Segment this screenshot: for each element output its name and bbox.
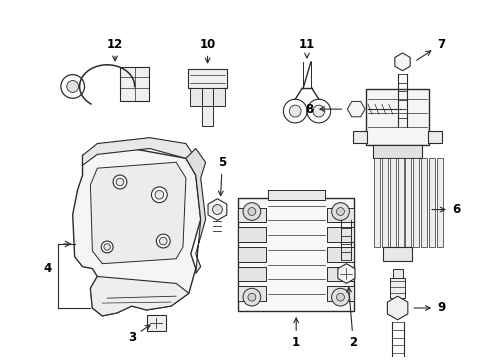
Bar <box>382 247 411 261</box>
Bar <box>120 67 149 101</box>
Text: 9: 9 <box>413 301 444 315</box>
Circle shape <box>102 283 112 293</box>
Text: 2: 2 <box>346 287 357 349</box>
Polygon shape <box>386 296 407 320</box>
Bar <box>405 158 410 247</box>
Circle shape <box>61 75 84 98</box>
Circle shape <box>336 293 344 301</box>
Circle shape <box>67 81 79 93</box>
Circle shape <box>312 105 324 117</box>
Text: 1: 1 <box>291 318 300 349</box>
Circle shape <box>306 99 330 123</box>
Circle shape <box>156 234 170 248</box>
Bar <box>238 267 265 282</box>
Bar <box>397 158 403 247</box>
Circle shape <box>101 241 113 253</box>
Bar <box>238 208 265 222</box>
Bar <box>412 158 418 247</box>
Polygon shape <box>73 148 200 316</box>
Circle shape <box>159 237 167 245</box>
Polygon shape <box>346 102 365 117</box>
Bar <box>267 190 324 200</box>
Circle shape <box>247 208 255 215</box>
Polygon shape <box>185 148 205 274</box>
Text: 3: 3 <box>127 325 150 344</box>
Circle shape <box>212 204 222 215</box>
Circle shape <box>289 105 301 117</box>
Circle shape <box>283 99 306 123</box>
Bar <box>428 158 434 247</box>
Polygon shape <box>207 199 226 220</box>
Circle shape <box>331 288 348 306</box>
Polygon shape <box>394 53 409 71</box>
Bar <box>436 158 442 247</box>
Circle shape <box>104 285 110 291</box>
Bar <box>326 286 353 301</box>
Bar <box>372 145 421 158</box>
Polygon shape <box>82 138 195 165</box>
Bar <box>326 208 353 222</box>
Bar <box>326 247 353 262</box>
Polygon shape <box>90 162 185 264</box>
Text: 4: 4 <box>43 262 51 275</box>
Bar <box>201 89 213 106</box>
Bar <box>366 89 428 145</box>
Circle shape <box>103 244 110 250</box>
Polygon shape <box>337 264 354 283</box>
Bar <box>392 269 402 278</box>
Circle shape <box>247 293 255 301</box>
Bar <box>352 131 366 143</box>
Text: 6: 6 <box>431 203 459 216</box>
Bar <box>238 198 353 311</box>
Text: 10: 10 <box>199 38 215 63</box>
Circle shape <box>155 190 163 199</box>
Text: 8: 8 <box>304 103 341 116</box>
Circle shape <box>113 175 126 189</box>
Bar <box>201 106 213 126</box>
Bar <box>189 89 201 106</box>
Bar <box>427 131 441 143</box>
Bar <box>389 278 405 298</box>
Text: 12: 12 <box>107 38 123 61</box>
Bar <box>326 267 353 282</box>
Bar <box>213 89 225 106</box>
Polygon shape <box>90 276 188 316</box>
Bar <box>381 158 387 247</box>
Text: 11: 11 <box>298 38 314 58</box>
Circle shape <box>243 288 260 306</box>
Bar <box>238 227 265 242</box>
Text: 7: 7 <box>416 38 444 60</box>
Circle shape <box>243 203 260 220</box>
Circle shape <box>116 178 123 186</box>
Text: 5: 5 <box>218 156 226 196</box>
Bar <box>146 315 166 330</box>
Bar <box>389 158 395 247</box>
Bar <box>187 69 227 89</box>
Circle shape <box>336 208 344 215</box>
Bar <box>420 158 426 247</box>
Circle shape <box>331 203 348 220</box>
Circle shape <box>151 187 167 203</box>
Bar <box>238 247 265 262</box>
Bar <box>373 158 379 247</box>
Bar <box>238 286 265 301</box>
Bar <box>326 227 353 242</box>
